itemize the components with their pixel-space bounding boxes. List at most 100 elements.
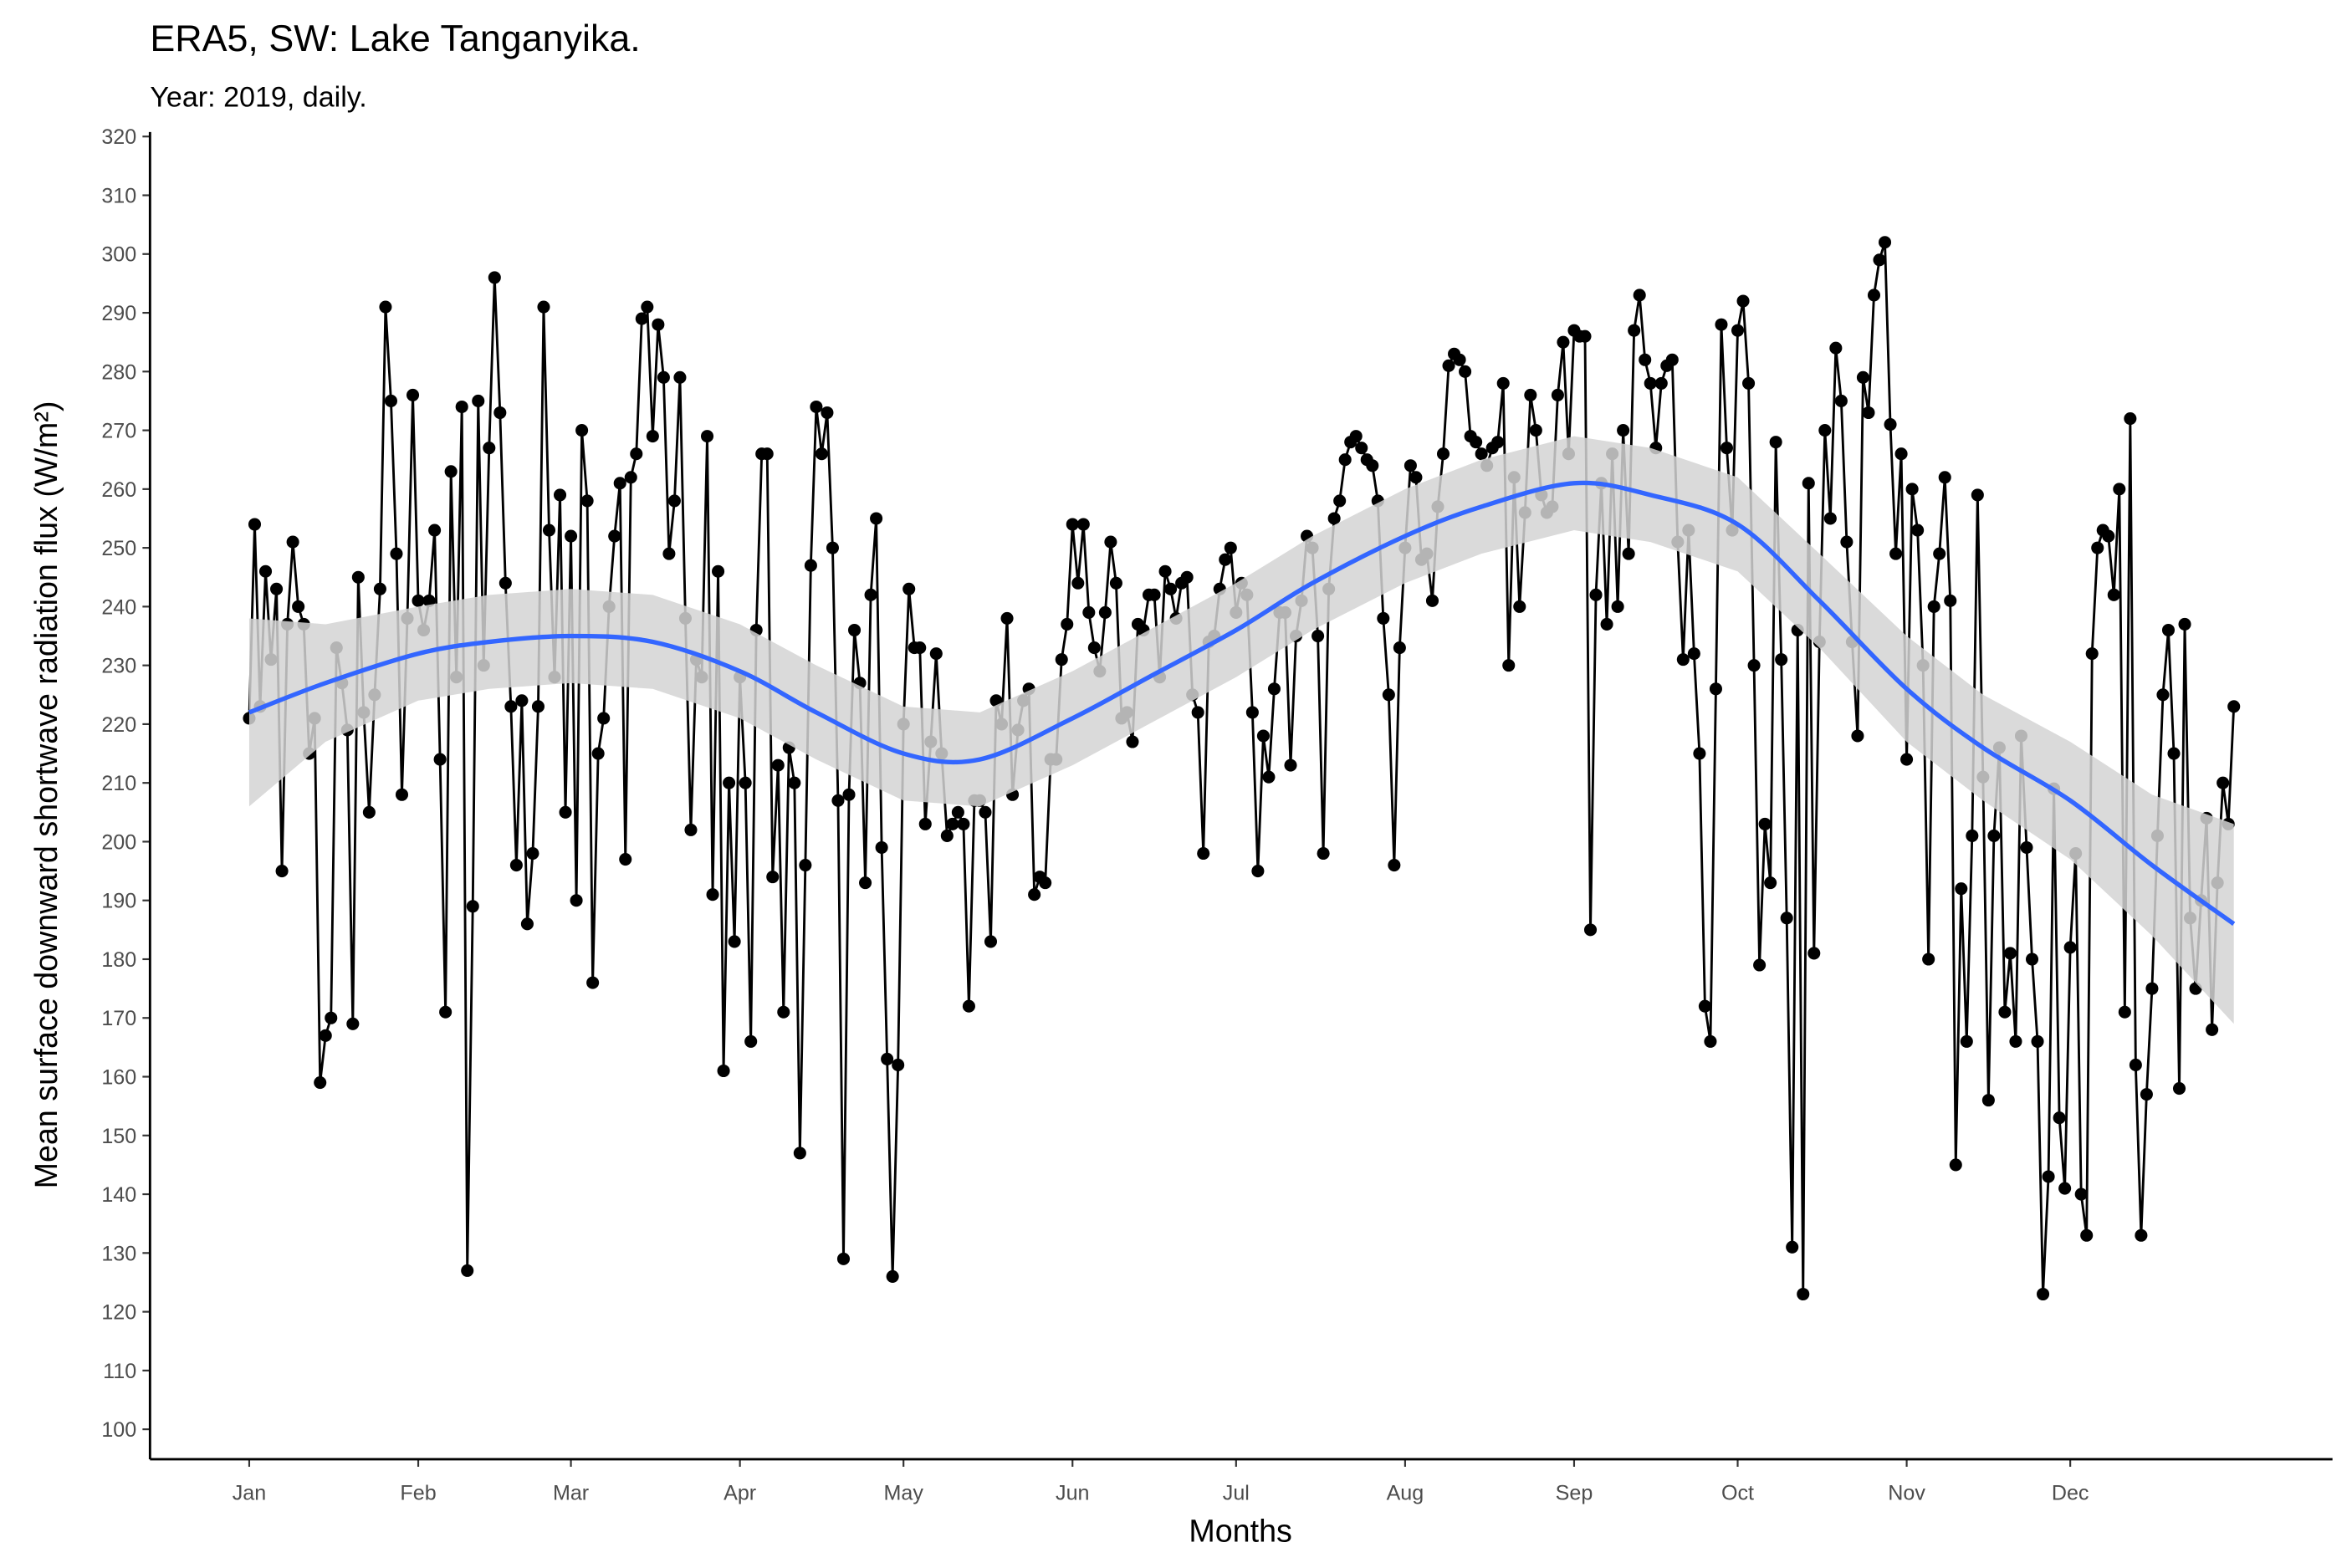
data-point [1524, 388, 1537, 401]
data-point [1491, 436, 1505, 449]
data-point [2009, 1034, 2022, 1048]
x-tick-label: Sep [1556, 1481, 1593, 1504]
data-point [515, 694, 529, 707]
data-point [1966, 829, 1979, 842]
data-point [2091, 541, 2104, 554]
data-point [2058, 1182, 2072, 1195]
data-point [1262, 770, 1276, 784]
data-point [379, 300, 392, 314]
data-point [1338, 453, 1352, 467]
data-point [892, 1058, 905, 1072]
data-point [1327, 512, 1341, 525]
data-point [700, 430, 714, 443]
smooth-line [248, 480, 2236, 927]
data-point [2124, 411, 2137, 426]
data-point [1769, 436, 1782, 449]
data-point [1938, 471, 1951, 484]
data-point [395, 788, 409, 801]
y-tick-label: 210 [101, 772, 136, 795]
data-point [1780, 912, 1793, 925]
data-point [810, 400, 823, 414]
y-tick-label: 170 [101, 1007, 136, 1030]
data-point [1698, 999, 1711, 1013]
data-point [2161, 623, 2176, 637]
data-point [444, 465, 458, 478]
data-point [1654, 376, 1668, 390]
x-tick-label: Mar [553, 1481, 589, 1504]
data-point [836, 1252, 851, 1265]
data-point [509, 859, 523, 872]
data-point [1028, 888, 1041, 901]
data-point [1960, 1034, 1973, 1048]
data-point [1000, 611, 1014, 625]
data-point [1425, 594, 1439, 607]
data-point [684, 823, 698, 836]
data-point [673, 370, 687, 384]
data-point [667, 494, 681, 508]
data-point [461, 1264, 474, 1277]
data-point [979, 805, 992, 819]
data-point [1987, 829, 2001, 842]
data-point [1442, 359, 1455, 372]
data-point [1600, 617, 1613, 631]
data-point [1109, 576, 1122, 590]
data-point [717, 1064, 730, 1078]
y-tick-label: 160 [101, 1065, 136, 1089]
y-tick-label: 250 [101, 537, 136, 560]
data-point [1284, 758, 1297, 772]
data-point [570, 894, 583, 907]
data-point [1082, 605, 1096, 619]
data-point [286, 535, 299, 549]
data-point [1720, 442, 1734, 455]
data-point [1148, 588, 1161, 601]
data-point [1583, 923, 1598, 937]
data-point [777, 1005, 790, 1019]
data-point [493, 406, 507, 420]
data-point [2102, 529, 2115, 543]
data-point [1633, 289, 1646, 302]
y-axis-label: Mean surface downward shortwave radiatio… [28, 401, 64, 1189]
data-point [1502, 659, 1516, 672]
data-point [875, 840, 888, 855]
data-point [2063, 941, 2077, 954]
data-point [422, 594, 436, 607]
data-point [1807, 947, 1821, 960]
data-point [630, 447, 643, 461]
data-point [1529, 424, 1542, 437]
data-point [962, 999, 975, 1013]
data-point [1311, 629, 1325, 643]
data-point [1665, 353, 1679, 366]
data-point [2227, 700, 2241, 713]
data-point [1753, 958, 1767, 972]
data-point [439, 1005, 453, 1019]
data-point [619, 853, 632, 866]
data-point [842, 788, 856, 801]
data-point [1775, 653, 1788, 667]
data-point [744, 1034, 758, 1048]
data-point [575, 424, 589, 437]
data-point [1622, 547, 1635, 560]
data-point [1393, 641, 1406, 655]
data-point [760, 447, 774, 461]
data-point [2042, 1170, 2055, 1183]
data-point [1055, 653, 1068, 667]
data-point [1071, 576, 1085, 590]
data-point [1617, 424, 1630, 437]
data-point [1366, 459, 1379, 472]
data-point [913, 641, 927, 655]
data-point [712, 564, 725, 578]
x-tick-label: Nov [1888, 1481, 1925, 1504]
data-point [537, 300, 550, 314]
y-tick-label: 240 [101, 595, 136, 619]
data-point [1180, 570, 1194, 584]
data-point [706, 888, 719, 901]
y-tick-label: 190 [101, 890, 136, 913]
data-point [1955, 882, 1968, 896]
y-tick-label: 230 [101, 655, 136, 678]
y-tick-label: 130 [101, 1242, 136, 1265]
data-point [314, 1076, 327, 1090]
data-point [826, 541, 839, 554]
data-point [1949, 1158, 1962, 1172]
x-axis-label: Months [1189, 1514, 1292, 1549]
data-point [1644, 376, 1657, 390]
